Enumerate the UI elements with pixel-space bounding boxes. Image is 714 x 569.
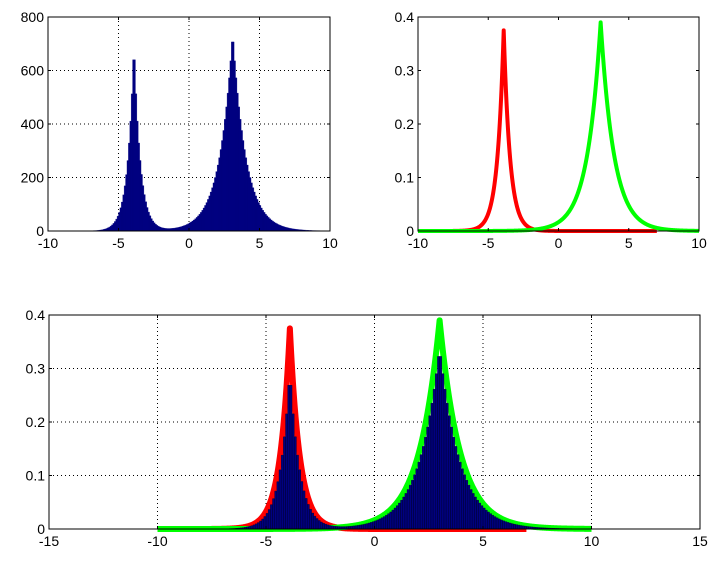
- x-tick-label: 0: [371, 533, 379, 549]
- histogram-with-fit-plot-bottom: -15 -10 -5 0 5 10 15 0 0.1 0.2 0.3 0.4: [26, 307, 708, 549]
- y-tick-label: 200: [21, 170, 45, 186]
- y-tick-label: 0.4: [395, 9, 415, 25]
- y-tick-label: 0.4: [26, 307, 46, 323]
- x-tick-label: 10: [584, 533, 600, 549]
- y-tick-label: 0.1: [26, 468, 46, 484]
- x-tick-label: -5: [112, 235, 125, 251]
- axes-box: [417, 16, 700, 232]
- x-tick-label: 5: [256, 235, 264, 251]
- x-tick-label: 15: [692, 533, 708, 549]
- x-tick-label: 5: [479, 533, 487, 549]
- y-tick-label: 0.3: [395, 63, 415, 79]
- x-tick-label: 10: [691, 235, 707, 251]
- y-tick-label: 800: [21, 9, 45, 25]
- histogram-plot-top-left: -10 -5 0 5 10 0 200 400 600 800: [21, 9, 338, 251]
- x-tick-label: 10: [322, 235, 338, 251]
- x-tick-label: 0: [185, 235, 193, 251]
- y-tick-label: 0: [36, 223, 44, 239]
- x-tick-label: 5: [625, 235, 633, 251]
- x-tick-label: 0: [555, 235, 563, 251]
- x-tick-label: -5: [260, 533, 273, 549]
- y-tick-label: 0.1: [395, 170, 415, 186]
- x-tick-label: -5: [482, 235, 495, 251]
- x-tick-label: -15: [39, 533, 59, 549]
- y-tick-label: 0.2: [395, 116, 415, 132]
- green-density-curve: [416, 20, 701, 233]
- y-tick-label: 0.2: [26, 414, 46, 430]
- x-tick-label: -10: [38, 235, 58, 251]
- y-tick-label: 600: [21, 63, 45, 79]
- histogram-bars: [92, 41, 321, 232]
- x-tick-label: -10: [147, 533, 167, 549]
- y-tick-label: 0: [37, 521, 45, 537]
- y-tick-label: 0.3: [26, 361, 46, 377]
- density-curves-plot-top-right: -10 -5 0 5 10 0 0.1 0.2 0.3 0.4: [395, 9, 707, 251]
- y-tick-label: 0: [406, 223, 414, 239]
- y-tick-label: 400: [21, 116, 45, 132]
- x-tick-label: -10: [408, 235, 428, 251]
- red-density-curve: [437, 28, 659, 233]
